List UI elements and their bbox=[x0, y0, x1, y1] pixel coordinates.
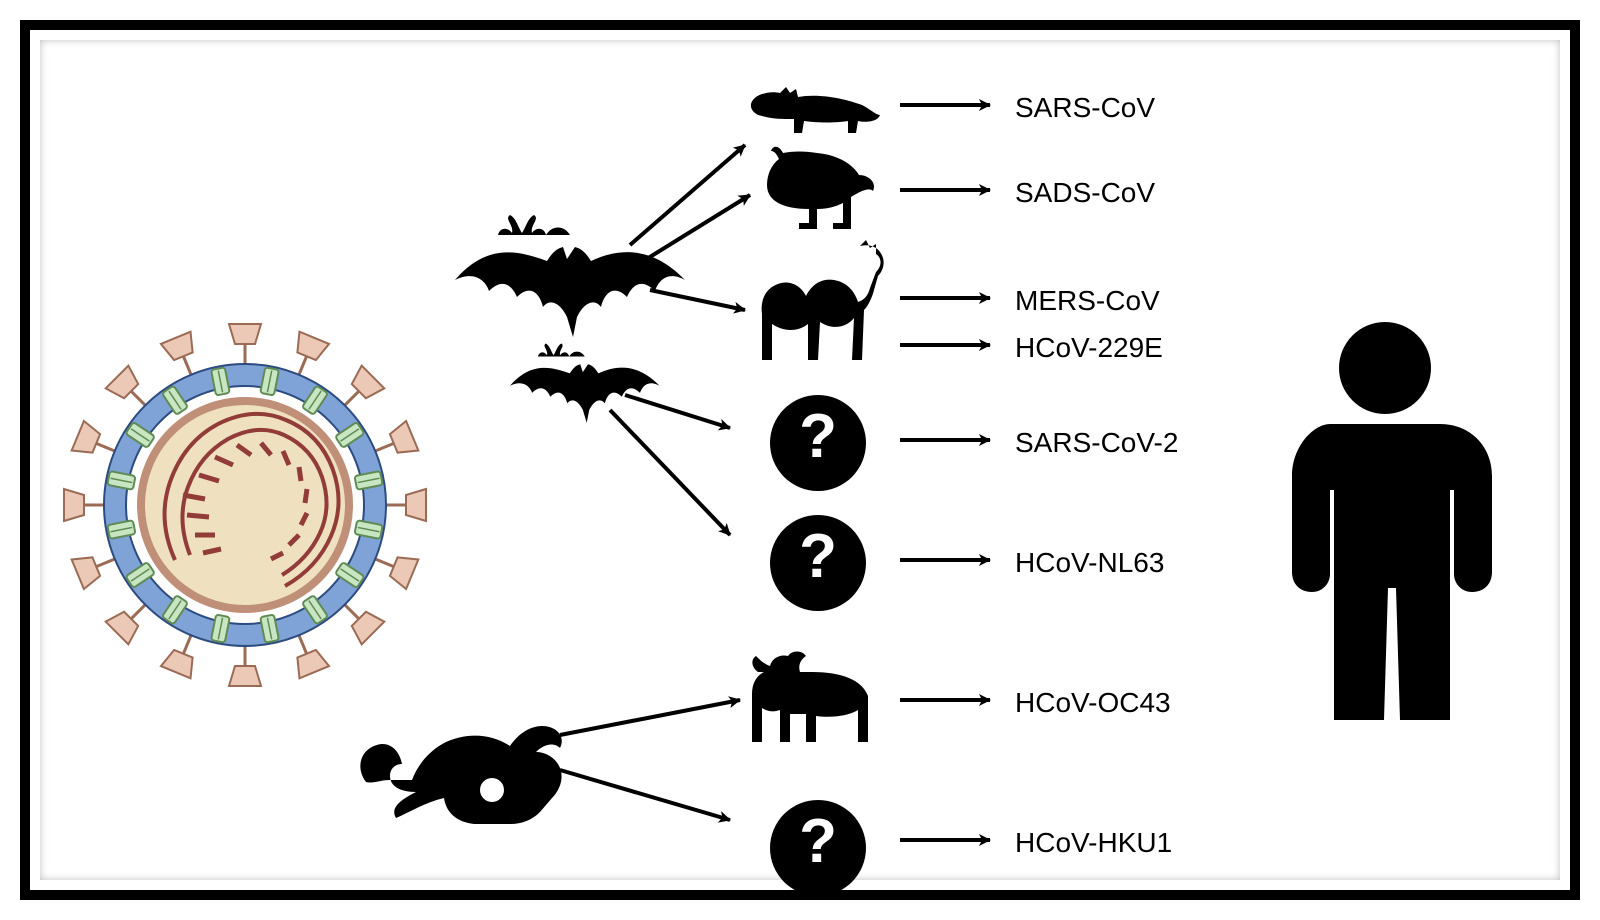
svg-text:?: ? bbox=[799, 522, 837, 591]
arrow-bat-to-civet bbox=[630, 145, 745, 245]
cow-icon bbox=[752, 652, 868, 743]
svg-text:?: ? bbox=[799, 402, 837, 471]
camel-icon bbox=[762, 240, 884, 360]
svg-text:?: ? bbox=[799, 807, 837, 876]
arrow-rodent-to-cow bbox=[560, 700, 740, 735]
question-icon-1: ? bbox=[770, 395, 866, 491]
question-icon-2: ? bbox=[770, 515, 866, 611]
arrow-rodent-to-q3 bbox=[560, 770, 730, 820]
label-sads: SADS-CoV bbox=[1015, 177, 1155, 209]
arrow-bat-to-pig bbox=[645, 195, 750, 260]
bat-large-icon bbox=[455, 215, 685, 337]
virus-icon bbox=[64, 324, 426, 686]
label-hku1: HCoV-HKU1 bbox=[1015, 827, 1172, 859]
label-mers: MERS-CoV bbox=[1015, 285, 1160, 317]
label-oc43: HCoV-OC43 bbox=[1015, 687, 1171, 719]
arrow-bat-to-q1 bbox=[625, 395, 730, 428]
label-229e: HCoV-229E bbox=[1015, 332, 1163, 364]
label-sars2: SARS-CoV-2 bbox=[1015, 427, 1178, 459]
arrow-bat-to-q2 bbox=[610, 410, 730, 535]
diagram-svg: ? ? ? bbox=[30, 30, 1570, 890]
label-nl63: HCoV-NL63 bbox=[1015, 547, 1164, 579]
label-sars: SARS-CoV bbox=[1015, 92, 1155, 124]
bat-small-icon bbox=[510, 344, 660, 423]
question-icon-3: ? bbox=[770, 800, 866, 890]
civet-icon bbox=[751, 87, 880, 133]
arrow-bat-to-camel bbox=[650, 290, 745, 310]
diagram-frame: ? ? ? bbox=[20, 20, 1580, 900]
rodent-icon bbox=[360, 726, 561, 824]
pig-icon bbox=[767, 147, 874, 229]
human-icon bbox=[1292, 322, 1492, 720]
